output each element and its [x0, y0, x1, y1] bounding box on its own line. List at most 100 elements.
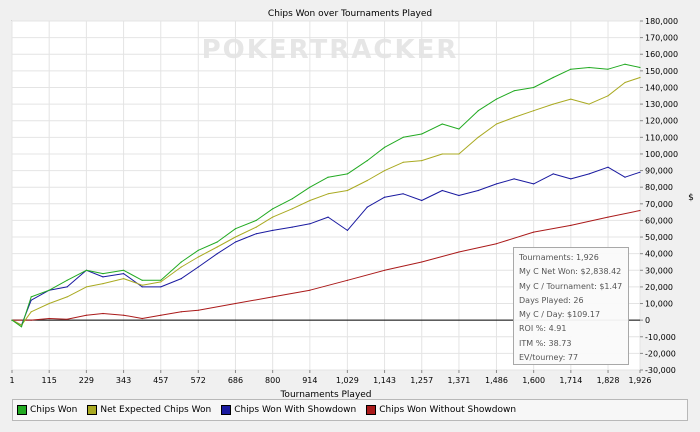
- data-point: [216, 241, 218, 243]
- data-point: [607, 216, 609, 218]
- legend-label: Chips Won Without Showdown: [379, 405, 517, 415]
- data-point: [477, 189, 479, 192]
- data-point: [346, 229, 348, 231]
- data-point: [639, 171, 641, 173]
- legend-swatch: [17, 405, 27, 415]
- data-point: [123, 278, 125, 280]
- data-point: [607, 68, 609, 70]
- x-tick-label: 229: [79, 376, 94, 385]
- data-point: [495, 98, 498, 100]
- data-point: [421, 160, 423, 162]
- x-tick-label: 914: [302, 376, 317, 385]
- data-point: [495, 243, 498, 245]
- legend-label: Net Expected Chips Won: [100, 405, 212, 415]
- data-point: [197, 249, 199, 251]
- data-point: [272, 216, 274, 218]
- y-tick-label: 60,000: [645, 216, 673, 225]
- legend-label: Chips Won With Showdown: [234, 405, 357, 415]
- data-point: [366, 179, 368, 182]
- data-point: [141, 317, 143, 320]
- data-point: [327, 176, 329, 178]
- stats-row: ITM %: 38.73: [519, 338, 572, 348]
- data-point: [66, 296, 68, 298]
- data-point: [441, 189, 443, 192]
- data-point: [441, 123, 443, 125]
- data-point: [291, 198, 293, 200]
- y-tick-label: 120,000: [645, 117, 678, 126]
- data-point: [309, 223, 311, 225]
- data-point: [234, 228, 237, 230]
- grid-lines: [11, 20, 641, 371]
- data-point: [588, 103, 590, 105]
- data-point: [607, 95, 609, 97]
- data-point: [346, 279, 348, 281]
- data-point: [11, 319, 13, 321]
- data-point: [160, 281, 162, 283]
- data-point: [458, 251, 460, 253]
- data-point: [234, 302, 237, 305]
- y-tick-label: 10,000: [645, 300, 673, 309]
- data-point: [255, 226, 257, 228]
- data-point: [624, 63, 626, 65]
- data-point: [513, 116, 515, 118]
- data-point: [570, 224, 572, 226]
- data-point: [458, 128, 460, 130]
- data-point: [291, 208, 293, 210]
- data-point: [346, 173, 348, 175]
- data-point: [477, 136, 479, 138]
- data-point: [180, 266, 182, 268]
- y-tick-label: 40,000: [645, 250, 673, 259]
- data-point: [495, 183, 498, 185]
- data-point: [123, 273, 125, 275]
- x-axis-label: Tournaments Played: [279, 390, 371, 400]
- y-tick-label: 130,000: [645, 100, 678, 109]
- data-point: [180, 311, 182, 313]
- data-point: [85, 286, 87, 288]
- data-point: [66, 279, 68, 281]
- legend-swatch: [221, 405, 232, 415]
- data-point: [533, 183, 535, 185]
- stats-row: ROI %: 4.91: [519, 324, 567, 334]
- y-tick-label: 100,000: [645, 150, 678, 159]
- y-axis-ticks: 180,000 170,000 160,000 150,000 140,000 130,0…: [640, 17, 678, 375]
- data-point: [197, 309, 199, 311]
- data-point: [458, 194, 460, 197]
- data-point: [309, 289, 311, 291]
- data-point: [513, 90, 515, 92]
- y-tick-label: 90,000: [645, 167, 673, 176]
- data-point: [495, 123, 498, 125]
- data-point: [48, 289, 50, 291]
- legend-item: Chips Won: [17, 405, 77, 415]
- data-point: [421, 261, 423, 263]
- y-tick-label: 50,000: [645, 233, 673, 242]
- legend-swatch: [366, 405, 377, 415]
- data-point: [160, 314, 162, 316]
- x-tick-label: 1,828: [597, 376, 620, 385]
- y-tick-label: 110,000: [645, 133, 678, 142]
- watermark-logo: POKERTRACKER: [202, 35, 459, 65]
- data-point: [366, 160, 368, 162]
- data-point: [180, 261, 182, 263]
- data-point: [384, 269, 386, 271]
- data-point: [533, 231, 535, 233]
- data-point: [624, 81, 626, 84]
- data-point: [533, 110, 535, 112]
- stats-row: Tournaments: 1,926: [519, 253, 599, 262]
- data-point: [141, 284, 143, 286]
- data-point: [272, 296, 274, 298]
- data-point: [309, 186, 311, 188]
- x-axis-ticks: 1 115 229 343 457 572 686 800 914 1,029 1,143 1,257…: [9, 370, 651, 385]
- y-tick-label: 70,000: [645, 200, 673, 209]
- legend-item: Net Expected Chips Won: [87, 405, 211, 415]
- legend: Chips Won Net Expected Chips Won Chips Won…: [12, 399, 688, 421]
- x-tick-label: 572: [191, 376, 206, 385]
- data-point: [309, 199, 311, 202]
- data-point: [102, 273, 104, 275]
- stats-row: EV/tourney: 77: [519, 353, 579, 363]
- data-point: [513, 178, 515, 180]
- series-line-chips-won: [11, 63, 641, 328]
- data-point: [624, 176, 626, 178]
- data-point: [102, 312, 104, 315]
- data-point: [30, 299, 32, 301]
